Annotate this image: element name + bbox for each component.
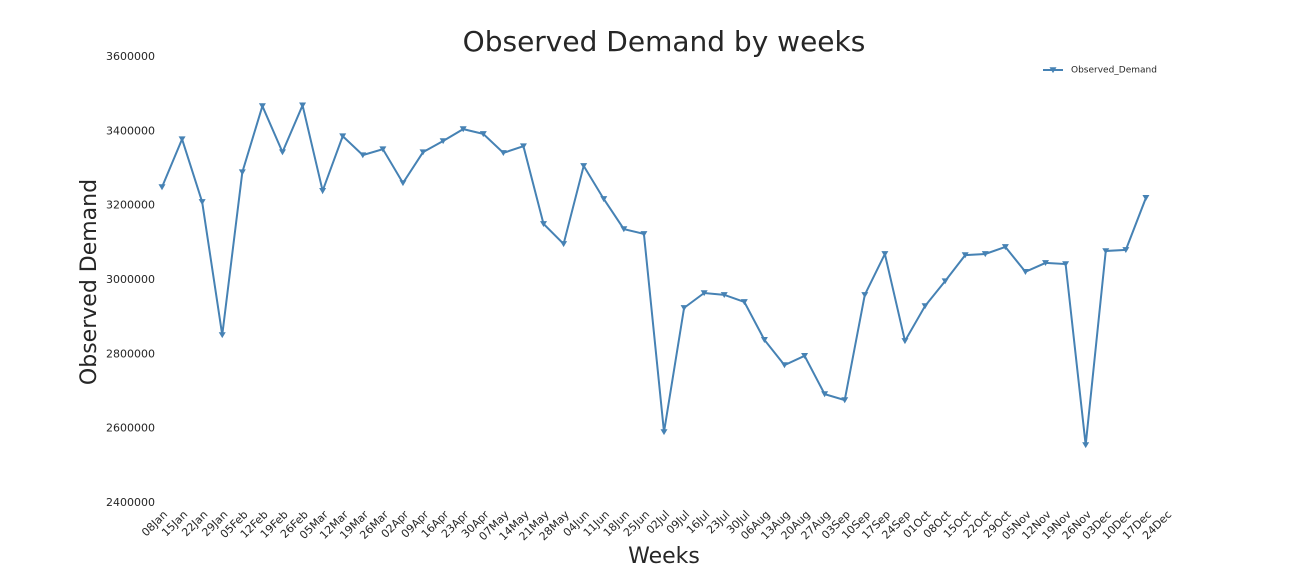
- marker: [1122, 247, 1130, 254]
- marker: [459, 126, 467, 133]
- marker: [339, 133, 347, 140]
- y-tick-label: 2800000: [106, 347, 155, 360]
- marker: [680, 305, 688, 312]
- marker: [921, 303, 929, 310]
- marker: [278, 149, 286, 156]
- marker: [218, 332, 226, 339]
- marker: [158, 184, 166, 191]
- marker: [1021, 269, 1029, 275]
- marker: [439, 138, 447, 145]
- marker: [881, 251, 889, 258]
- marker: [519, 143, 527, 150]
- y-tick-label: 3200000: [106, 199, 155, 212]
- marker: [620, 226, 628, 233]
- legend-label: Observed_Demand: [1071, 66, 1157, 76]
- legend-marker: [1049, 67, 1057, 74]
- x-axis-label: Weeks: [628, 544, 700, 569]
- marker: [198, 199, 206, 206]
- marker: [740, 299, 748, 306]
- marker: [961, 252, 969, 259]
- marker: [479, 131, 487, 138]
- marker: [901, 338, 909, 345]
- marker: [319, 188, 327, 194]
- marker: [801, 353, 809, 359]
- marker: [178, 136, 186, 143]
- marker: [1142, 195, 1150, 202]
- y-tick-label: 3600000: [106, 50, 155, 63]
- marker: [700, 290, 708, 297]
- marker: [600, 196, 608, 203]
- marker: [841, 397, 849, 404]
- marker: [1102, 248, 1110, 255]
- marker: [560, 241, 568, 248]
- marker: [780, 362, 788, 369]
- y-tick-label: 3000000: [106, 273, 155, 286]
- y-axis-label: Observed Demand: [77, 179, 102, 385]
- marker: [821, 391, 829, 398]
- marker: [720, 292, 728, 299]
- marker: [499, 150, 507, 157]
- y-tick-label: 2600000: [106, 422, 155, 435]
- chart-title: Observed Demand by weeks: [463, 25, 866, 58]
- marker: [760, 337, 768, 343]
- y-tick-label: 2400000: [106, 496, 155, 509]
- marker: [419, 149, 427, 156]
- marker: [861, 292, 869, 299]
- marker: [1062, 261, 1070, 268]
- marker: [399, 180, 407, 187]
- line: [161, 102, 1147, 446]
- marker: [580, 163, 588, 170]
- marker: [941, 278, 949, 285]
- marker: [640, 231, 648, 238]
- marker: [379, 146, 387, 153]
- marker: [258, 103, 266, 110]
- y-tick-label: 3400000: [106, 124, 155, 137]
- marker: [1001, 244, 1009, 251]
- marker: [540, 221, 548, 228]
- marker: [1042, 260, 1050, 267]
- marker: [299, 102, 307, 109]
- marker: [359, 152, 367, 159]
- marker: [238, 169, 246, 176]
- marker: [981, 251, 989, 258]
- marker: [660, 429, 668, 436]
- marker: [1082, 442, 1090, 449]
